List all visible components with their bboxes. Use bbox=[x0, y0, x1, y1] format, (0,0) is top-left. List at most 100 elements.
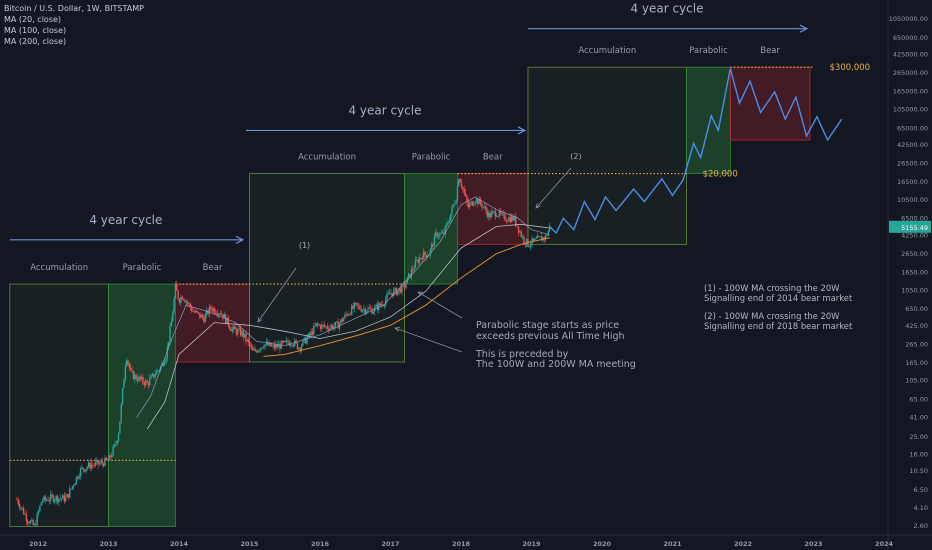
x-tick-label: 2020 bbox=[593, 540, 612, 548]
candle-body bbox=[100, 461, 102, 464]
x-tick-label: 2016 bbox=[311, 540, 330, 548]
candle-body bbox=[459, 179, 461, 183]
candle-body bbox=[169, 326, 171, 342]
candle-body bbox=[253, 349, 255, 351]
candle-body bbox=[211, 308, 213, 312]
candle-body bbox=[241, 330, 243, 336]
legend-ma20: MA (20, close) bbox=[4, 15, 62, 24]
candle-body bbox=[365, 311, 368, 314]
candle-body bbox=[456, 186, 459, 201]
candle-body bbox=[348, 313, 350, 316]
candle-body bbox=[238, 328, 240, 330]
candle-body bbox=[90, 464, 93, 469]
y-tick-label: 1050000.00 bbox=[889, 15, 928, 23]
candle-body bbox=[55, 496, 57, 501]
x-tick-label: 2022 bbox=[734, 540, 752, 548]
candle-body bbox=[496, 216, 498, 218]
candle-body bbox=[155, 370, 158, 375]
cycle-arrow-head bbox=[799, 24, 809, 33]
candle-body bbox=[460, 182, 463, 188]
candle-body bbox=[58, 498, 60, 503]
y-tick-label: 41.00 bbox=[909, 414, 928, 422]
candle-body bbox=[490, 212, 493, 218]
candle-body bbox=[226, 317, 228, 324]
candle-body bbox=[410, 269, 413, 278]
candle-body bbox=[346, 314, 349, 316]
candle-body bbox=[444, 226, 446, 235]
candle-body bbox=[508, 217, 510, 222]
candle-body bbox=[239, 328, 242, 336]
y-tick-label: 10.50 bbox=[909, 467, 928, 475]
candle-body bbox=[218, 313, 220, 316]
annotation-1-arrow-head bbox=[257, 317, 263, 323]
annotation-text: (2) bbox=[570, 152, 581, 161]
candle-body bbox=[197, 312, 200, 313]
ath-label: $20,000 bbox=[703, 170, 738, 180]
candle-body bbox=[97, 460, 99, 465]
candle-body bbox=[21, 507, 23, 509]
x-tick-label: 2017 bbox=[381, 540, 399, 548]
candle-body bbox=[262, 347, 265, 349]
accumulation-zone bbox=[527, 66, 687, 245]
candle-body bbox=[120, 404, 122, 422]
candle-body bbox=[243, 333, 246, 338]
candle-body bbox=[517, 226, 520, 233]
candle-body bbox=[458, 179, 460, 187]
candle-body bbox=[454, 203, 456, 205]
candle-body bbox=[81, 467, 83, 469]
candle-body bbox=[311, 331, 314, 335]
candle-body bbox=[483, 206, 486, 208]
ma100-line bbox=[146, 223, 550, 430]
candle-body bbox=[380, 304, 383, 306]
ma20-line bbox=[136, 196, 550, 418]
candle-body bbox=[69, 488, 71, 498]
annotation-2-arrow-head bbox=[535, 203, 541, 209]
candle-body bbox=[367, 308, 369, 312]
y-tick-label: 105.00 bbox=[905, 377, 928, 385]
candle-body bbox=[360, 309, 362, 312]
candle-body bbox=[116, 440, 118, 445]
accumulation-zone bbox=[9, 283, 109, 527]
candle-body bbox=[300, 345, 303, 350]
legend-ma200: MA (200, close) bbox=[4, 37, 67, 46]
candle-body bbox=[165, 358, 167, 363]
candle-body bbox=[425, 254, 427, 258]
candle-body bbox=[50, 494, 52, 501]
candle-body bbox=[163, 362, 166, 366]
x-tick-label: 2013 bbox=[99, 540, 117, 548]
candle-body bbox=[43, 496, 45, 502]
parabolic-zone bbox=[108, 283, 176, 527]
cycle-label: 4 year cycle bbox=[630, 2, 703, 16]
candle-body bbox=[291, 344, 293, 346]
candle-body bbox=[370, 308, 372, 310]
candle-body bbox=[422, 251, 425, 260]
candle-body bbox=[153, 373, 155, 378]
candle-body bbox=[56, 496, 59, 503]
y-tick-label: 650000.00 bbox=[893, 34, 928, 42]
candle-body bbox=[336, 321, 338, 323]
candle-body bbox=[272, 344, 274, 346]
candle-body bbox=[203, 317, 205, 322]
annotation-text: This is preceded by bbox=[475, 349, 569, 360]
candle-body bbox=[462, 187, 464, 190]
candle-body bbox=[521, 236, 524, 238]
ma-meeting-arrow bbox=[394, 327, 463, 353]
candle-body bbox=[519, 231, 521, 233]
candle-body bbox=[413, 268, 415, 271]
candle-body bbox=[131, 370, 133, 372]
candle-body bbox=[296, 342, 299, 350]
candle-body bbox=[435, 232, 437, 236]
candle-body bbox=[246, 339, 249, 342]
candle-body bbox=[101, 461, 103, 464]
candle-body bbox=[128, 363, 131, 368]
candle-body bbox=[143, 382, 145, 386]
candle-body bbox=[161, 363, 163, 367]
candle-body bbox=[515, 216, 517, 226]
candle-body bbox=[172, 312, 174, 322]
candle-body bbox=[54, 500, 56, 502]
accumulation-zone-label: Accumulation bbox=[30, 263, 88, 273]
candle-body bbox=[191, 307, 193, 312]
candle-body bbox=[94, 461, 97, 466]
candle-body bbox=[185, 301, 188, 303]
